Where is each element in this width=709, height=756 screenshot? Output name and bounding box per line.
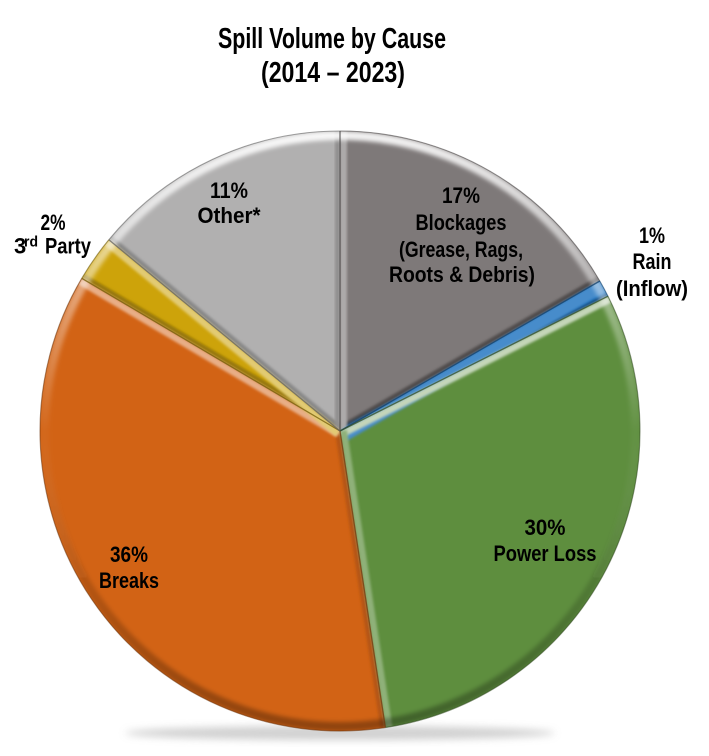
- svg-text:(Grease, Rags,: (Grease, Rags,: [399, 237, 523, 262]
- svg-text:Blockages: Blockages: [416, 210, 507, 235]
- svg-text:Power Loss: Power Loss: [494, 541, 597, 566]
- svg-text:rd: rd: [24, 235, 38, 251]
- svg-text:Spill Volume by Cause: Spill Volume by Cause: [218, 23, 446, 55]
- svg-text:(Inflow): (Inflow): [616, 276, 688, 301]
- svg-text:Other*: Other*: [198, 203, 261, 228]
- svg-text:Roots & Debris): Roots & Debris): [389, 262, 535, 287]
- svg-text:3: 3: [14, 234, 26, 259]
- svg-text:Breaks: Breaks: [99, 568, 159, 593]
- svg-text:30%: 30%: [525, 515, 566, 540]
- svg-text:2%: 2%: [41, 210, 66, 235]
- svg-text:Party: Party: [45, 234, 92, 259]
- svg-text:11%: 11%: [210, 178, 248, 203]
- svg-text:36%: 36%: [110, 542, 148, 567]
- svg-text:17%: 17%: [442, 183, 480, 208]
- svg-text:1%: 1%: [639, 223, 665, 248]
- svg-text:(2014 – 2023): (2014 – 2023): [261, 57, 405, 89]
- svg-text:Rain: Rain: [633, 249, 672, 274]
